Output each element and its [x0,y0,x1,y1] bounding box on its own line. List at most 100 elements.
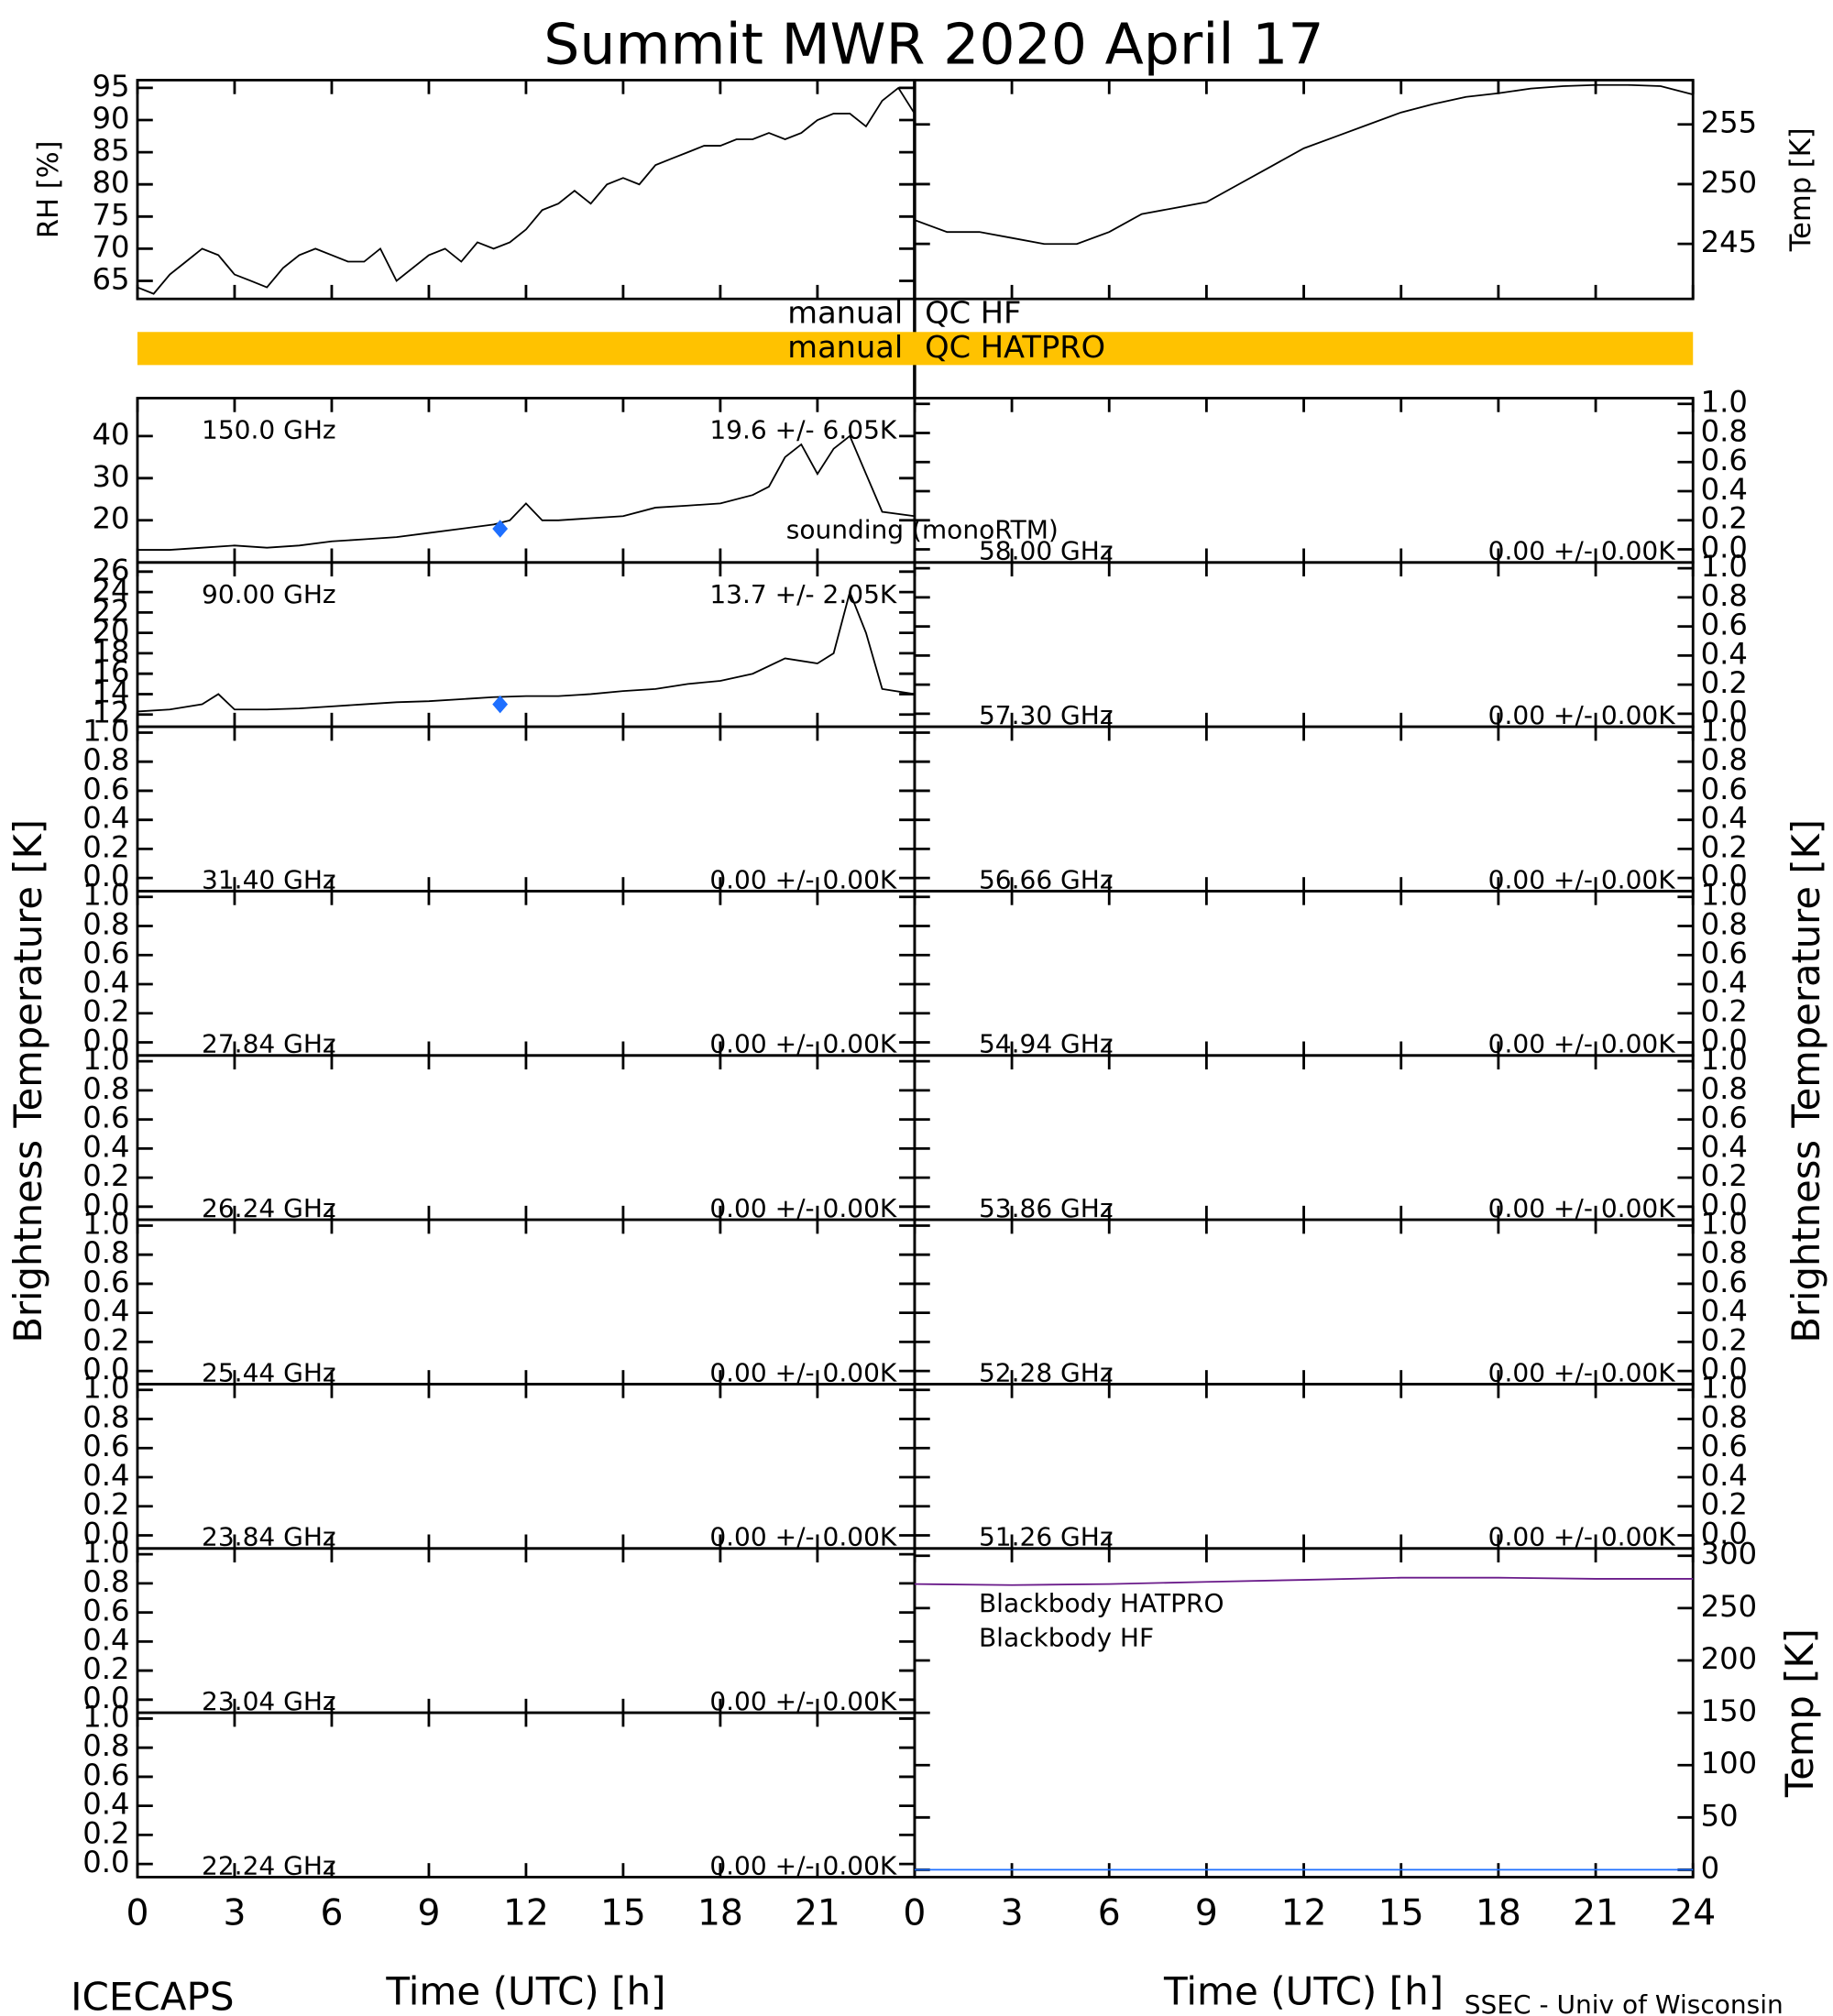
y-tick-label: 0.2 [82,994,129,1029]
y-tick-label: 1.0 [82,1700,129,1735]
y-tick-label: 24 [93,573,130,608]
channel-label: 56.66 GHz [979,864,1114,894]
y-tick-label: 65 [93,262,130,297]
right-axis-label: Brightness Temperature [K] [1784,819,1828,1343]
legend-entry: Blackbody HATPRO [979,1588,1224,1618]
channel-stats: 0.00 +/- 0.00K [1488,1357,1676,1387]
channel-stats: 0.00 +/- 0.00K [1488,700,1676,730]
y-tick-label: 22 [93,593,130,628]
y-tick-label: 50 [1701,1798,1739,1833]
y-tick-label: 0.8 [1701,1071,1748,1106]
y-tick-label: 1.0 [1701,1207,1748,1242]
x-tick-label: 21 [1573,1893,1619,1934]
left-axis-label: Brightness Temperature [K] [5,819,50,1343]
y-tick-label: 0.4 [82,1458,129,1493]
y-tick-label: 0.2 [82,1816,129,1851]
y-tick-label: 30 [93,459,130,494]
y-tick-label: 250 [1701,1589,1758,1624]
qc-label: QC HATPRO [925,329,1105,365]
channel-stats: 0.00 +/- 0.00K [709,1193,897,1223]
y-tick-label: 0.0 [1701,1024,1748,1058]
y-axis-label: Temp [K] [1777,1628,1822,1798]
y-tick-label: 20 [93,501,130,536]
y-tick-label: 90 [93,101,130,136]
y-tick-label: 1.0 [82,878,129,913]
qc-prefix: manual [787,294,903,330]
y-tick-label: 0.8 [1701,578,1748,613]
channel-label: 25.44 GHz [202,1357,336,1387]
y-tick-label: 1.0 [1701,878,1748,913]
y-tick-label: 0.0 [82,859,129,893]
data-line [137,86,916,295]
y-tick-label: 0.0 [82,1845,129,1879]
channel-label: 23.84 GHz [202,1522,336,1552]
y-tick-label: 1.0 [82,1535,129,1570]
y-tick-label: 0.8 [82,1564,129,1599]
channel-label: 26.24 GHz [202,1193,336,1223]
y-tick-label: 1.0 [1701,1042,1748,1077]
y-tick-label: 14 [93,675,130,710]
y-tick-label: 1.0 [1701,714,1748,749]
y-tick-label: 0.8 [1701,1235,1748,1270]
channel-stats: 0.00 +/- 0.00K [1488,1029,1676,1059]
y-tick-label: 0.8 [1701,742,1748,777]
y-tick-label: 0.4 [1701,472,1748,507]
title: Summit MWR 2020 April 17 [543,13,1323,78]
y-tick-label: 100 [1701,1746,1758,1780]
y-tick-label: 0.6 [82,936,129,970]
y-tick-label: 0.4 [82,1622,129,1657]
y-tick-label: 0.2 [82,1651,129,1686]
y-tick-label: 0.0 [1701,859,1748,893]
y-tick-label: 0.0 [1701,1188,1748,1222]
y-tick-label: 0.2 [1701,1487,1748,1522]
channel-stats: 0.00 +/- 0.00K [709,864,897,894]
y-tick-label: 80 [93,165,130,200]
qc-prefix: manual [787,329,903,365]
legend-entry: Blackbody HF [979,1622,1154,1652]
channel-stats: 0.00 +/- 0.00K [709,1357,897,1387]
channel-stats: 0.00 +/- 0.00K [709,1850,897,1880]
channel-label: 27.84 GHz [202,1029,336,1059]
data-line [914,1576,1694,1586]
y-tick-label: 0.0 [82,1517,129,1551]
x-axis-label: Time (UTC) [h] [1163,1969,1443,2014]
y-tick-label: 0.2 [1701,830,1748,865]
x-tick-label: 3 [1001,1893,1024,1934]
y-tick-label: 245 [1701,225,1758,259]
y-tick-label: 0.6 [1701,1101,1748,1135]
data-line [137,589,916,713]
x-tick-label: 15 [1378,1893,1424,1934]
channel-stats: 19.6 +/- 6.05K [709,415,897,445]
channel-label: 22.24 GHz [202,1850,336,1880]
y-tick-label: 0.6 [1701,608,1748,642]
y-tick-label: 0.0 [82,1352,129,1386]
y-tick-label: 1.0 [82,1371,129,1406]
y-tick-label: 0.6 [82,1265,129,1299]
qc-bar [137,332,1694,366]
channel-label: 150.0 GHz [202,415,336,445]
y-tick-label: 0.4 [1701,801,1748,836]
y-tick-label: 0.2 [1701,1323,1748,1358]
y-tick-label: 255 [1701,105,1758,140]
y-tick-label: 0.2 [1701,1158,1748,1193]
y-tick-label: 0.4 [82,1294,129,1329]
x-tick-label: 6 [320,1893,343,1934]
channel-stats: 0.00 +/- 0.00K [709,1029,897,1059]
y-tick-label: 0.2 [82,1487,129,1522]
y-tick-label: 0.4 [1701,1458,1748,1493]
y-tick-label: 0.4 [1701,1129,1748,1164]
y-axis-label: Temp [K] [1785,127,1817,252]
y-tick-label: 12 [93,696,130,730]
y-tick-label: 0.8 [82,907,129,942]
y-tick-label: 85 [93,133,130,168]
y-tick-label: 0.0 [1701,531,1748,565]
y-tick-label: 1.0 [1701,549,1748,584]
channel-label: 54.94 GHz [979,1029,1114,1059]
y-tick-label: 0.6 [82,1594,129,1628]
y-tick-label: 18 [93,634,130,669]
x-tick-label: 15 [600,1893,646,1934]
x-tick-label: 12 [503,1893,549,1934]
x-tick-label: 18 [697,1893,743,1934]
x-tick-label: 6 [1098,1893,1121,1934]
